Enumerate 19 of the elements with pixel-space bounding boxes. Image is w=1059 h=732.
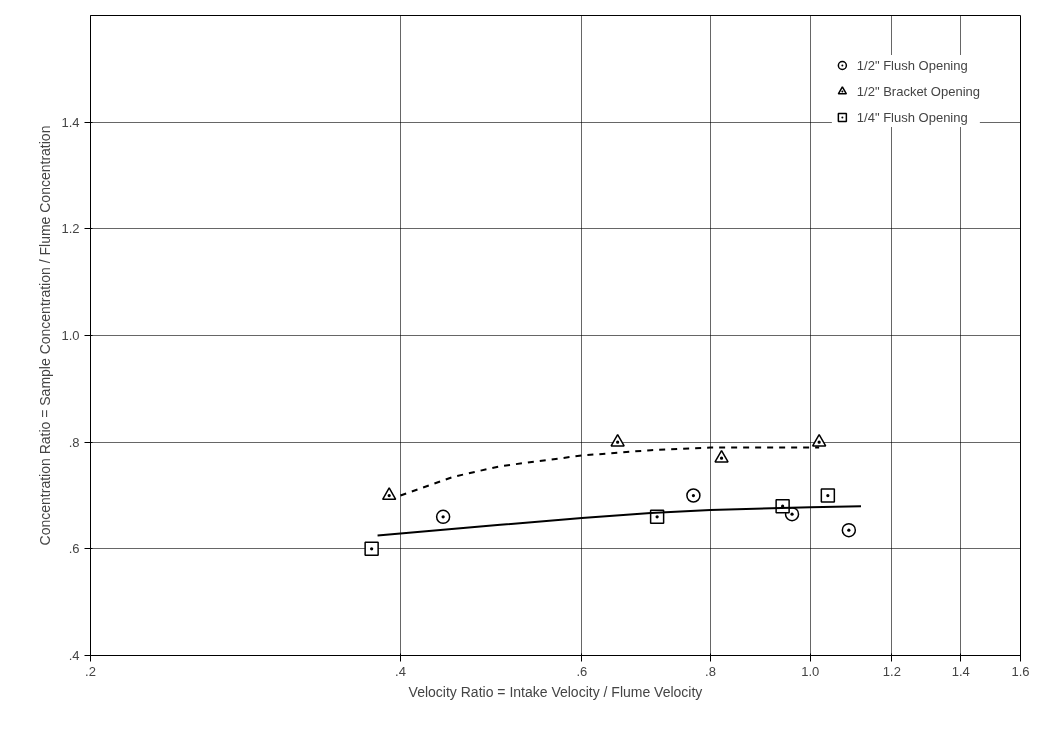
y-tick-label: 1.4	[61, 114, 80, 130]
y-tick-label: 1.2	[61, 221, 80, 237]
legend-label: 1/4" Flush Opening	[856, 109, 968, 125]
x-tick-label: .4	[395, 663, 406, 679]
x-tick-label: .8	[705, 663, 716, 679]
x-axis-title: Velocity Ratio = Intake Velocity / Flume Velocity	[408, 683, 703, 700]
legend-label: 1/2" Flush Opening	[856, 57, 968, 73]
y-tick-label: .4	[68, 648, 80, 663]
x-tick-label: 1.6	[1011, 663, 1030, 679]
x-tick-label: .2	[85, 663, 96, 679]
legend-label: 1/2" Bracket Opening	[856, 83, 980, 99]
x-tick-label: 1.2	[882, 663, 901, 679]
x-tick-label: 1.4	[951, 663, 970, 679]
y-tick-label: 1.0	[61, 328, 80, 343]
x-tick-label: .6	[576, 663, 588, 679]
y-tick-label: .8	[68, 434, 80, 450]
y-tick-label: .6	[68, 541, 80, 557]
x-tick-label: 1.0	[801, 663, 820, 679]
y-axis-title: Concentration Ratio = Sample Concentration / Flume Concentration	[37, 125, 54, 546]
